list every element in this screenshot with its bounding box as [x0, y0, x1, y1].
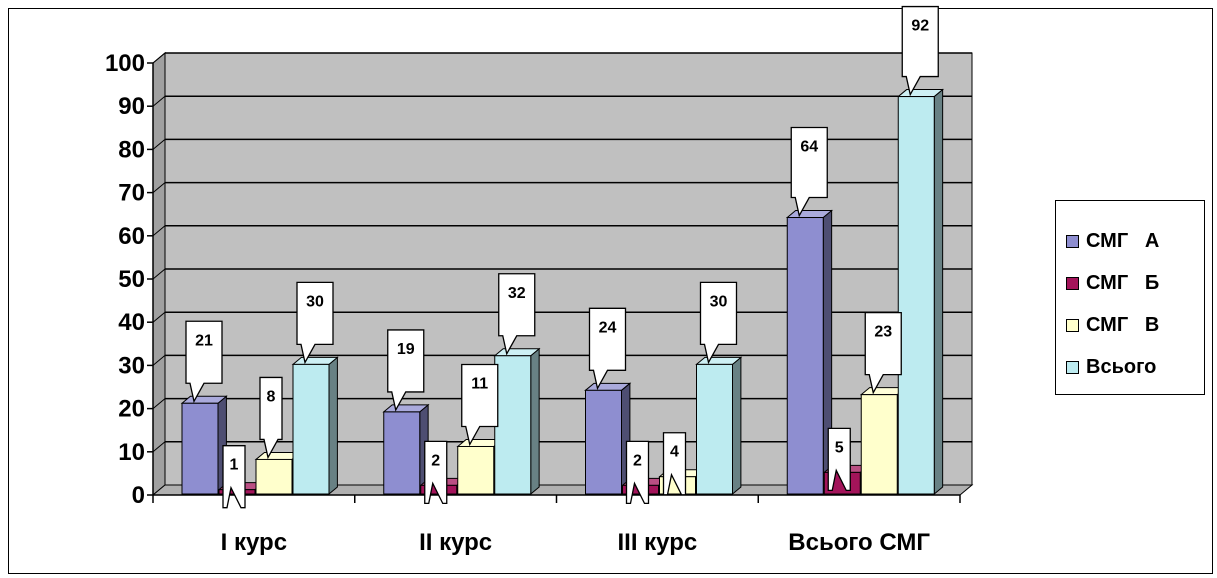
- data-label: 23: [874, 324, 892, 341]
- x-category-label: Всього СМГ: [788, 529, 930, 556]
- x-category-label: II курс: [419, 529, 492, 556]
- data-label-callout: [498, 273, 536, 356]
- gridline-side: [152, 311, 166, 323]
- data-label-callout: [827, 427, 851, 492]
- legend-label-smg-v: СМГ В: [1086, 313, 1160, 336]
- data-label: 30: [710, 293, 728, 310]
- bar: [457, 445, 495, 495]
- bar-top-face: [291, 356, 339, 365]
- legend-label-smg-a: СМГ А: [1086, 229, 1160, 252]
- legend-swatch-smg-b: [1066, 276, 1079, 290]
- data-label: 19: [397, 341, 415, 358]
- bar: [786, 217, 824, 495]
- bar: [696, 363, 733, 495]
- data-label-callout: [424, 440, 448, 505]
- data-label: 1: [230, 457, 239, 474]
- legend-item-smg-a: СМГ А: [1066, 229, 1159, 253]
- data-label-callout: [461, 363, 499, 447]
- gridline-side: [152, 52, 166, 64]
- chart-legend: СМГ А СМГ Б СМГ В Всього: [1055, 200, 1205, 395]
- gridline-side: [152, 355, 166, 366]
- legend-item-smg-v: СМГ В: [1066, 313, 1159, 337]
- legend-label-smg-b: СМГ Б: [1086, 271, 1160, 294]
- bar-side-face: [530, 347, 540, 496]
- data-label-callout: [790, 126, 828, 218]
- data-label: 2: [633, 452, 642, 469]
- bar: [585, 389, 622, 495]
- data-label: 2: [431, 452, 440, 469]
- legend-label-total: Всього: [1086, 355, 1157, 378]
- data-label: 92: [911, 18, 929, 35]
- bar: [181, 402, 219, 495]
- data-label-callout: [699, 281, 738, 365]
- legend-item-total: Всього: [1066, 355, 1156, 379]
- data-label-callout: [625, 440, 650, 505]
- bar-side-face: [933, 88, 944, 496]
- bar: [383, 411, 421, 495]
- gridline-side: [152, 139, 166, 150]
- data-label-callout: [588, 307, 627, 391]
- data-label: 8: [267, 388, 276, 405]
- bar-top-face: [896, 89, 945, 98]
- bar-side-face: [328, 356, 338, 496]
- y-tick-label: 70: [118, 180, 145, 207]
- y-tick-label: 0: [132, 482, 145, 509]
- data-label-callout: [864, 311, 902, 395]
- data-label: 11: [471, 375, 488, 392]
- data-label-callout: [185, 320, 223, 404]
- y-tick-label: 40: [118, 309, 145, 336]
- data-label: 30: [306, 293, 324, 310]
- bar-top-face: [695, 356, 743, 365]
- data-label-callout: [662, 432, 687, 496]
- data-label: 21: [195, 332, 213, 349]
- data-label: 4: [670, 444, 679, 461]
- data-label: 5: [835, 439, 844, 456]
- gridline-side: [152, 182, 166, 193]
- bar-top-face: [584, 382, 632, 391]
- bar-top-face: [785, 210, 834, 219]
- gridline-side: [152, 398, 166, 409]
- bar-side-face: [732, 356, 742, 496]
- x-category-label: III курс: [618, 529, 698, 556]
- gridline-side: [152, 225, 166, 237]
- bar: [255, 458, 293, 495]
- legend-swatch-smg-a: [1066, 234, 1079, 248]
- bar: [860, 394, 898, 495]
- bar-top-face: [180, 395, 228, 404]
- bar-top-face: [493, 348, 541, 357]
- y-tick-label: 10: [118, 439, 145, 466]
- data-label-callout: [387, 329, 425, 412]
- bar: [292, 363, 330, 495]
- y-tick-label: 50: [118, 266, 145, 293]
- data-label: 32: [508, 285, 526, 302]
- data-label-callout: [296, 281, 334, 365]
- legend-swatch-total: [1066, 360, 1079, 374]
- bar: [494, 355, 532, 495]
- legend-swatch-smg-v: [1066, 318, 1079, 332]
- bar-top-face: [382, 404, 430, 413]
- x-category-label: I курс: [221, 529, 287, 556]
- data-label-callout: [259, 376, 283, 460]
- gridline-side: [152, 441, 166, 453]
- data-label-callout: [222, 445, 246, 509]
- y-tick-label: 20: [118, 396, 145, 423]
- y-tick-label: 80: [118, 136, 145, 163]
- data-label-callout: [901, 5, 939, 97]
- y-tick-label: 60: [118, 223, 145, 250]
- y-tick-label: 30: [118, 352, 145, 379]
- legend-item-smg-b: СМГ Б: [1066, 271, 1159, 295]
- gridline-side: [152, 95, 166, 107]
- gridline-side: [152, 268, 166, 280]
- y-tick-label: 90: [118, 93, 145, 120]
- y-tick-label: 100: [105, 50, 145, 77]
- bar: [897, 96, 935, 495]
- data-label: 24: [599, 319, 617, 336]
- data-label: 64: [800, 139, 818, 156]
